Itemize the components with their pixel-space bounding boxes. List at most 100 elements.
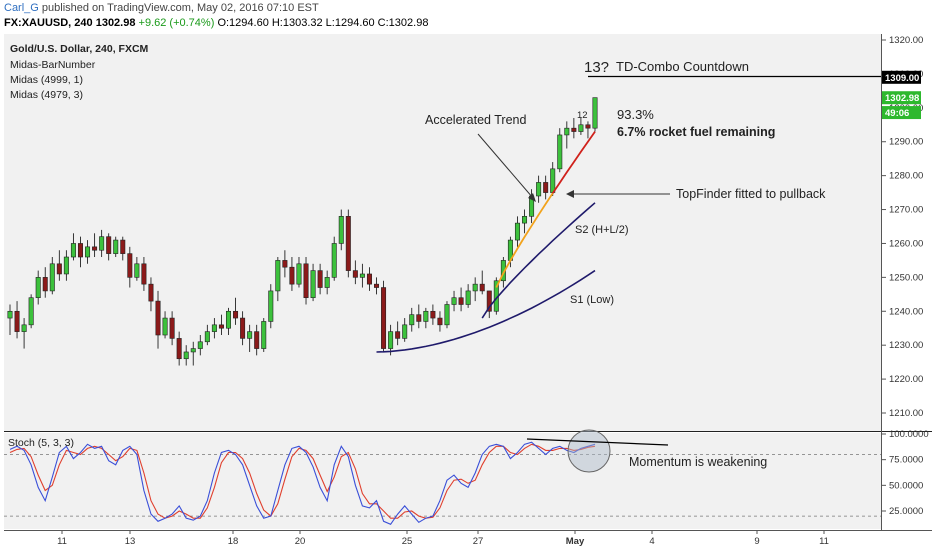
price-marker-label: 49:06 xyxy=(885,108,909,119)
candle xyxy=(289,257,295,291)
candle xyxy=(268,284,274,329)
candle xyxy=(592,97,598,132)
fuel-label: 6.7% rocket fuel remaining xyxy=(617,125,775,139)
candle-body xyxy=(338,216,344,244)
time-tick-label: 20 xyxy=(295,536,306,547)
candle-body xyxy=(381,287,387,349)
price-marker-box xyxy=(882,106,921,120)
candle xyxy=(345,209,351,278)
candle xyxy=(225,307,231,336)
candle xyxy=(190,341,196,366)
candle-body xyxy=(254,331,260,349)
momentum-highlight-circle[interactable] xyxy=(567,429,611,473)
candle xyxy=(514,216,520,247)
midas-s1-line xyxy=(376,269,596,353)
candlestick-series xyxy=(7,97,598,366)
candle-body xyxy=(550,168,556,193)
candle-body xyxy=(225,310,231,329)
candle xyxy=(218,314,224,336)
candle xyxy=(28,294,34,329)
momentum-trend-line[interactable] xyxy=(526,438,669,446)
time-tick-label: 4 xyxy=(649,536,654,547)
candle-body xyxy=(42,277,48,292)
candle-body xyxy=(211,324,217,332)
candle xyxy=(141,257,147,291)
price-tick-label: 1290.00 xyxy=(889,137,923,148)
topfinder-label: TopFinder fitted to pullback xyxy=(676,187,826,201)
candle xyxy=(458,287,464,312)
candle xyxy=(247,324,253,352)
time-tick-label: 11 xyxy=(57,536,67,547)
candle xyxy=(176,331,182,366)
author-name[interactable]: Carl_G xyxy=(4,2,39,14)
candle-body xyxy=(479,283,485,292)
candle-body xyxy=(49,263,55,292)
candle-body xyxy=(268,290,274,322)
candle-body xyxy=(585,124,591,129)
candle xyxy=(430,304,436,325)
candle-body xyxy=(437,317,443,326)
candle-body xyxy=(197,341,203,349)
time-axis[interactable]: 11 13 18 20 25 27 May 4 9 11 xyxy=(57,530,829,547)
candle xyxy=(261,318,267,352)
candle-body xyxy=(522,216,528,224)
candle xyxy=(557,128,563,173)
main-pane[interactable] xyxy=(4,34,881,431)
stoch-tick-label: 75.0000 xyxy=(889,455,923,466)
candle xyxy=(169,311,175,346)
midas-s2-line xyxy=(481,202,596,319)
candle xyxy=(35,270,41,305)
candle-body xyxy=(247,331,253,339)
candle xyxy=(197,335,203,356)
candle-body xyxy=(359,273,365,278)
candle-body xyxy=(543,182,549,193)
candle-body xyxy=(444,304,450,326)
price-tick-label: 1260.00 xyxy=(889,238,923,249)
candle xyxy=(578,117,584,135)
price-tick-label: 1270.00 xyxy=(889,205,923,216)
time-tick-label: 18 xyxy=(228,536,239,547)
candle xyxy=(324,270,330,295)
price-tick-label: 1240.00 xyxy=(889,306,923,317)
candle-body xyxy=(557,134,563,170)
candle-body xyxy=(296,263,302,285)
accelerated-trend-label: Accelerated Trend xyxy=(425,113,526,127)
stoch-tick-label: 100.0000 xyxy=(889,429,929,440)
candle-body xyxy=(113,239,119,254)
candle-body xyxy=(204,331,210,343)
price-tick-label: 1280.00 xyxy=(889,171,923,182)
candle-body xyxy=(77,243,83,258)
accelerated-trend-arrowhead xyxy=(528,193,536,202)
ohlc-values: O:1294.60 H:1303.32 L:1294.60 C:1302.98 xyxy=(217,17,429,29)
candle xyxy=(134,257,140,281)
candle xyxy=(472,277,478,302)
candle-body xyxy=(240,317,246,339)
candle-body xyxy=(155,300,161,336)
candle-body xyxy=(451,297,457,305)
time-tick-label: 13 xyxy=(125,536,136,547)
candle xyxy=(282,250,288,278)
last-price: 1302.98 xyxy=(95,17,136,29)
td-combo-label: TD-Combo Countdown xyxy=(616,59,749,74)
candle-body xyxy=(324,277,330,288)
candle-body xyxy=(176,338,182,360)
candle xyxy=(148,277,154,312)
candle-body xyxy=(345,216,351,271)
candle xyxy=(437,311,443,332)
stoch-k-line xyxy=(9,441,596,525)
stoch-tick-label: 50.0000 xyxy=(889,480,923,491)
candle-body xyxy=(85,246,91,258)
stoch-pane[interactable] xyxy=(4,433,881,529)
candle xyxy=(564,121,570,149)
candle-body xyxy=(21,324,27,332)
price-tick-label: 1230.00 xyxy=(889,340,923,351)
stoch-axis[interactable]: 100.0000 75.0000 50.0000 25.0000 xyxy=(4,429,929,517)
price-axis[interactable]: 1320.001310.001300.001290.001280.001270.… xyxy=(881,35,923,419)
candle-body xyxy=(134,263,140,278)
candle-body xyxy=(416,314,422,322)
candle-body xyxy=(310,270,316,299)
publish-info: Carl_G published on TradingView.com, May… xyxy=(4,2,319,14)
candle-body xyxy=(409,314,415,326)
candle xyxy=(7,304,13,336)
